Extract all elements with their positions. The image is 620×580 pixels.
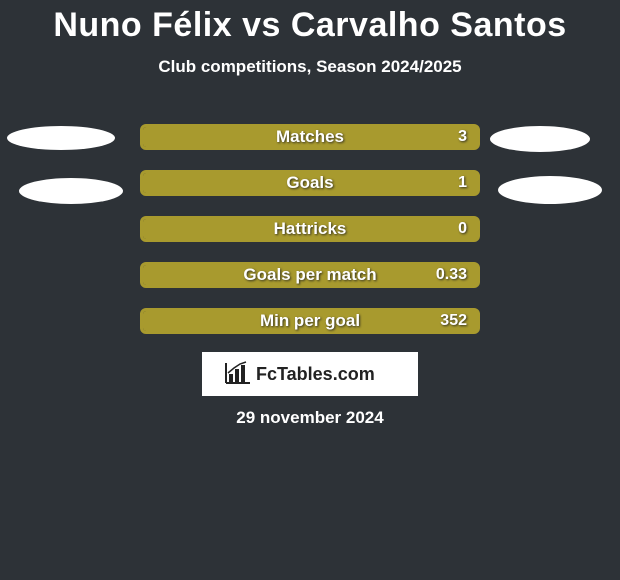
subtitle: Club competitions, Season 2024/2025 [0,57,620,77]
stat-label: Min per goal [260,311,360,331]
page-title: Nuno Félix vs Carvalho Santos [0,0,620,45]
player-photo-right-1 [490,126,590,152]
date-label: 29 november 2024 [0,408,620,428]
stat-label: Matches [276,127,344,147]
player-photo-left-2 [19,178,123,204]
stat-row: Min per goal 352 [140,308,480,334]
player-photo-left-1 [7,126,115,150]
stat-value: 3 [458,128,467,146]
player-photo-right-2 [498,176,602,204]
source-logo: FcTables.com [202,352,418,396]
stat-label: Goals per match [243,265,376,285]
stat-value: 1 [458,174,467,192]
stat-row: Goals per match 0.33 [140,262,480,288]
stat-row: Goals 1 [140,170,480,196]
comparison-chart: Matches 3 Goals 1 Hattricks 0 Goals per … [0,107,620,347]
logo-text: FcTables.com [256,364,375,384]
stat-value: 0.33 [436,266,467,284]
stat-value: 352 [440,312,467,330]
stat-row: Hattricks 0 [140,216,480,242]
stat-value: 0 [458,220,467,238]
stat-label: Hattricks [274,219,347,239]
stat-row: Matches 3 [140,124,480,150]
fctables-logo-icon: FcTables.com [220,359,400,389]
stat-label: Goals [286,173,333,193]
